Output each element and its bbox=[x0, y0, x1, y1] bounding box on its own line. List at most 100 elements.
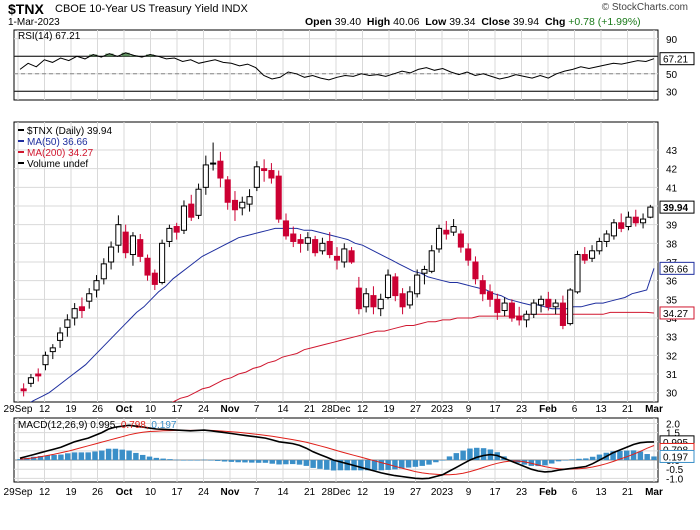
x-tick-label: 21 bbox=[622, 404, 634, 415]
macd-hist-bar bbox=[637, 451, 644, 461]
macd-hist-bar bbox=[624, 450, 630, 461]
candle-body bbox=[559, 302, 566, 326]
candle-body bbox=[435, 227, 443, 250]
candle-body bbox=[596, 240, 603, 252]
x-tick-label: 2023 bbox=[431, 487, 454, 498]
macd-hist-bar bbox=[453, 453, 460, 461]
macd-legend: MACD(12,26,9) 0.995, 0.798, 0.197 bbox=[18, 420, 177, 431]
macd-hist-bar bbox=[208, 460, 214, 461]
macd-hist-bar bbox=[37, 456, 44, 461]
x-tick-label: Feb bbox=[539, 487, 557, 498]
macd-hist-bar bbox=[317, 460, 323, 469]
candle-body bbox=[180, 205, 188, 231]
candle-body bbox=[217, 160, 224, 179]
x-tick-label: 26 bbox=[92, 404, 104, 415]
candle-body bbox=[93, 280, 100, 291]
macd-hist-bar bbox=[214, 460, 221, 461]
x-tick-label: 7 bbox=[254, 487, 260, 498]
candle-body bbox=[414, 274, 421, 295]
x-tick-label: 23 bbox=[516, 487, 528, 498]
price-legend-entry: Volume undef bbox=[27, 159, 88, 170]
macd-hist-bar bbox=[562, 460, 569, 461]
macd-hist-bar bbox=[576, 458, 582, 461]
macd-hist-bar bbox=[542, 460, 548, 466]
chart-header: $TNX CBOE 10-Year US Treasury Yield INDX… bbox=[0, 0, 700, 30]
candle-body bbox=[304, 237, 311, 244]
macd-hist-bar bbox=[583, 458, 589, 461]
x-tick-label: 19 bbox=[65, 487, 77, 498]
price-plot-group bbox=[20, 142, 655, 402]
x-tick-label: 2023 bbox=[431, 404, 454, 415]
candle-body bbox=[603, 233, 610, 242]
price-last-value-box bbox=[659, 200, 695, 214]
macd-hist-bar bbox=[85, 452, 91, 461]
x-tick-label: 29Sep bbox=[4, 487, 33, 498]
macd-hist-bar bbox=[174, 459, 180, 461]
macd-hist-bar bbox=[92, 451, 98, 461]
candle-body bbox=[86, 293, 93, 302]
candle-body bbox=[290, 233, 297, 242]
macd-hist-bar bbox=[405, 460, 412, 468]
high-value: 40.06 bbox=[393, 16, 420, 28]
macd-hist-bar bbox=[419, 460, 425, 466]
rsi-last-value-box bbox=[659, 52, 695, 66]
macd-hist-bar bbox=[399, 460, 405, 469]
macd-hist-bar bbox=[310, 460, 316, 468]
x-tick-label: 13 bbox=[595, 487, 607, 498]
macd-hist-bar bbox=[378, 460, 385, 471]
x-tick-label: 26 bbox=[92, 487, 104, 498]
price-y-tick-label: 35 bbox=[666, 295, 678, 306]
macd-hist-bar bbox=[426, 460, 432, 465]
candle-body bbox=[640, 218, 647, 224]
price-last-value: 36.66 bbox=[663, 264, 688, 275]
instrument-name: CBOE 10-Year US Treasury Yield INDX bbox=[55, 3, 248, 15]
candle-body bbox=[159, 242, 166, 284]
macd-hist-bar bbox=[324, 460, 330, 470]
x-tick-label: 28Dec bbox=[322, 487, 351, 498]
candle-body bbox=[523, 313, 530, 321]
macd-hist-bar bbox=[617, 450, 623, 461]
price-last-value: 34.27 bbox=[663, 309, 688, 320]
macd-hist-bar bbox=[17, 459, 23, 461]
open-label: Open bbox=[305, 16, 332, 28]
rsi-y-tick-label: 90 bbox=[666, 35, 678, 46]
macd-hist-bar bbox=[358, 460, 364, 471]
x-tick-label: 6 bbox=[572, 404, 578, 415]
rsi-overbought-fill bbox=[89, 54, 98, 57]
x-tick-label: 17 bbox=[489, 487, 501, 498]
macd-hist-bar bbox=[412, 460, 419, 467]
ma200-line bbox=[171, 311, 655, 402]
macd-hist-bar bbox=[160, 458, 166, 461]
x-tick-label: 10 bbox=[145, 404, 157, 415]
macd-hist-bar bbox=[235, 460, 241, 463]
low-label: Low bbox=[425, 16, 447, 28]
candle-body bbox=[253, 166, 260, 188]
price-y-tick-label: 32 bbox=[666, 351, 678, 362]
macd-hist-bar bbox=[139, 454, 146, 461]
macd-signal-line bbox=[19, 429, 655, 476]
price-y-tick-label: 30 bbox=[666, 389, 678, 400]
price-last-value-box bbox=[659, 306, 695, 320]
rsi-legend: RSI(14) 67.21 bbox=[18, 31, 81, 42]
candle-body bbox=[341, 248, 348, 263]
x-tick-label: 13 bbox=[595, 404, 607, 415]
candle-body bbox=[129, 235, 137, 256]
x-tick-label: 17 bbox=[171, 404, 183, 415]
macd-hist-bar bbox=[433, 460, 439, 463]
x-tick-label: Oct bbox=[116, 487, 133, 498]
x-tick-label: 19 bbox=[383, 487, 395, 498]
candle-body bbox=[428, 250, 435, 272]
macd-hist-bar bbox=[474, 447, 480, 461]
macd-hist-bar bbox=[364, 460, 371, 471]
macd-hist-bar bbox=[555, 460, 562, 462]
x-tick-label: 7 bbox=[254, 404, 260, 415]
price-y-tick-label: 31 bbox=[666, 370, 678, 381]
price-y-tick-label: 34 bbox=[666, 314, 678, 325]
x-tick-label: 6 bbox=[572, 487, 578, 498]
macd-y-tick-label: -1.0 bbox=[666, 474, 684, 485]
rsi-y-tick-label: 30 bbox=[666, 87, 678, 98]
candle-body bbox=[64, 319, 71, 328]
macd-hist-bar bbox=[644, 454, 650, 461]
close-label: Close bbox=[481, 16, 510, 28]
